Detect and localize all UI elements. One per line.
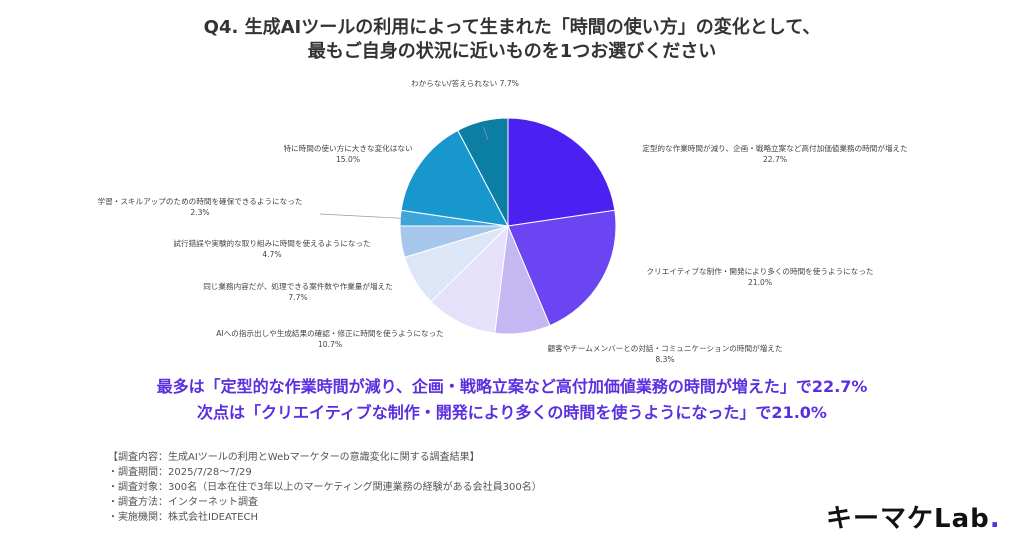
- leader-line: [319, 213, 407, 219]
- leader-line: [483, 126, 489, 141]
- slice-label: AIへの指示出しや生成結果の確認・修正に時間を使うようになった: [216, 328, 444, 338]
- slice-label: 試行錯誤や実験的な取り組みに時間を使えるようになった: [173, 238, 370, 248]
- slice-label: 顧客やチームメンバーとの対話・コミュニケーションの時間が増えた: [548, 343, 783, 353]
- summary: 最多は「定型的な作業時間が減り、企画・戦略立案など高付加価値業務の時間が増えた」…: [0, 374, 1024, 426]
- chart-title-line1: Q4. 生成AIツールの利用によって生まれた「時間の使い方」の変化として、: [203, 17, 821, 38]
- pie-slice: [507, 209, 617, 327]
- note-line: 【調査内容：生成AIツールの利用とWebマーケターの意識変化に関する調査結果】: [108, 452, 480, 463]
- pie-slice: [457, 117, 509, 227]
- slice-value-label: 2.3%: [190, 208, 209, 217]
- brand-logo-dot: .: [989, 504, 1001, 534]
- note-line: ・実施機関：株式会社IDEATECH: [108, 512, 258, 523]
- slice-label: わからない/答えられない 7.7%: [411, 78, 519, 88]
- chart-title-line2: 最もご自身の状況に近いものを1つお選びください: [307, 41, 717, 62]
- pie-slice: [400, 129, 509, 227]
- slice-label: 学習・スキルアップのための時間を確保できるようになった: [98, 196, 303, 206]
- pie-slice: [430, 224, 509, 334]
- summary-line2: 次点は「クリエイティブな制作・開発により多くの時間を使うようになった」で21.0…: [197, 403, 827, 422]
- slice-label: 特に時間の使い方に大きな変化はない: [283, 143, 412, 153]
- slice-value-label: 15.0%: [336, 155, 360, 164]
- survey-notes: 【調査内容：生成AIツールの利用とWebマーケターの意識変化に関する調査結果】 …: [108, 450, 542, 525]
- slice-value-label: 10.7%: [318, 340, 342, 349]
- slice-value-label: 21.0%: [748, 278, 772, 287]
- slice-value-label: 8.3%: [655, 355, 674, 364]
- brand-logo-text: キーマケLab: [826, 504, 990, 534]
- note-line: ・調査対象：300名（日本在住で3年以上のマーケティング関連業務の経験がある会社…: [108, 482, 542, 493]
- slice-label: 定型的な作業時間が減り、企画・戦略立案など高付加価値業務の時間が増えた: [642, 143, 907, 153]
- slice-value-label: 4.7%: [262, 250, 281, 259]
- slice-label: クリエイティブな制作・開発により多くの時間を使うようになった: [646, 266, 873, 276]
- note-line: ・調査期間：2025/7/28〜7/29: [108, 467, 252, 478]
- chart-title: Q4. 生成AIツールの利用によって生まれた「時間の使い方」の変化として、 最も…: [0, 16, 1024, 64]
- slice-label: 同じ業務内容だが、処理できる案件数や作業量が増えた: [203, 281, 393, 291]
- note-line: ・調査方法：インターネット調査: [108, 497, 258, 508]
- brand-logo: キーマケLab.: [826, 498, 1001, 535]
- pie-slice: [507, 117, 616, 227]
- slice-value-label: 7.7%: [288, 293, 307, 302]
- slice-value-label: 22.7%: [763, 155, 787, 164]
- summary-line1: 最多は「定型的な作業時間が減り、企画・戦略立案など高付加価値業務の時間が増えた」…: [156, 377, 868, 396]
